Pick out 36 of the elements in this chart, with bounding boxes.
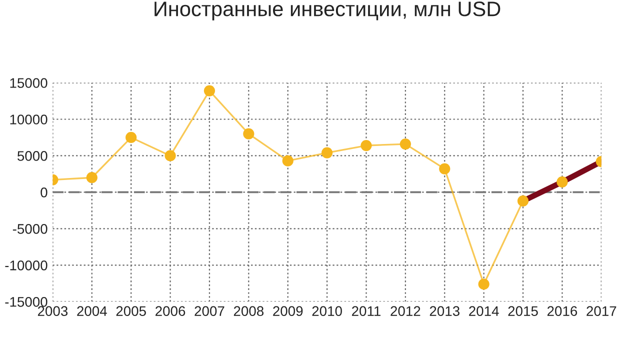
y-tick-label: 0 xyxy=(40,188,48,198)
point xyxy=(360,140,372,152)
y-tick-label: 15000 xyxy=(10,78,48,88)
x-tick-label: 2016 xyxy=(547,306,578,316)
point xyxy=(439,163,450,174)
x-tick-label: 2011 xyxy=(352,306,381,316)
x-tick-label: 2008 xyxy=(234,306,264,316)
x-tick-label: 2004 xyxy=(77,306,107,316)
x-tick-label: 2014 xyxy=(469,306,499,316)
point xyxy=(517,195,529,207)
x-tick-label: 2005 xyxy=(116,306,146,316)
x-tick-label: 2003 xyxy=(38,306,68,316)
point xyxy=(86,172,98,184)
point xyxy=(243,128,254,140)
x-tick-label: 2006 xyxy=(156,306,186,316)
point xyxy=(164,150,176,162)
y-tick-label: 5000 xyxy=(18,151,48,161)
point xyxy=(400,138,411,150)
y-tick-label: -10000 xyxy=(5,260,48,270)
x-tick-label: 2017 xyxy=(586,306,616,316)
x-tick-label: 2015 xyxy=(508,306,538,316)
x-tick-label: 2010 xyxy=(312,306,342,316)
y-tick-label: 10000 xyxy=(10,114,48,124)
y-tick-label: -5000 xyxy=(12,224,48,234)
point xyxy=(321,147,333,158)
point xyxy=(556,176,568,188)
x-tick-label: 2007 xyxy=(194,306,224,316)
x-tick-label: 2012 xyxy=(390,306,420,316)
x-tick-label: 2009 xyxy=(273,306,303,316)
y-tick-label: -15000 xyxy=(5,296,48,307)
point xyxy=(204,85,216,96)
chart-title: Иностранные инвестиции, млн USD xyxy=(154,2,500,20)
point xyxy=(282,155,294,166)
x-tick-label: 2013 xyxy=(430,306,460,316)
point xyxy=(126,132,137,144)
point xyxy=(478,278,490,290)
